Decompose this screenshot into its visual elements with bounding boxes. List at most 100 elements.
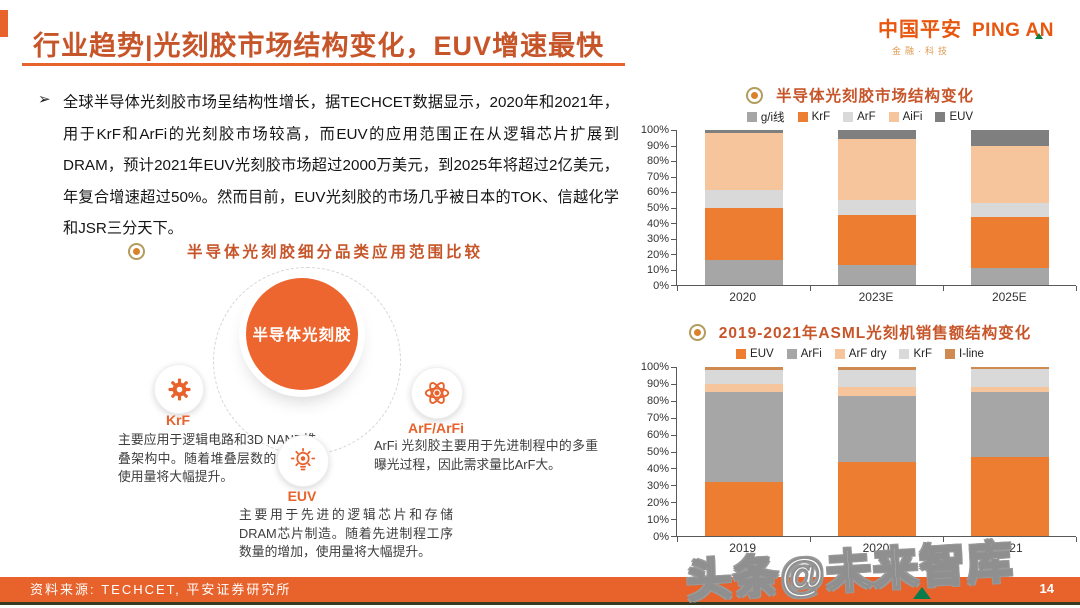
bar-segment <box>837 215 916 265</box>
bar-segment <box>837 367 916 371</box>
chart-title: 2019-2021年ASML光刻机销售额结构变化 <box>718 325 1032 342</box>
plot-frame <box>671 130 1077 291</box>
bar-segment <box>704 370 783 384</box>
x-axis-labels: 2020 2023E 2025E <box>676 290 1076 304</box>
chart-legend: g/i线 KrF ArF AiFi EUV <box>640 109 1080 124</box>
y-axis-tick-label: 50% <box>646 202 669 214</box>
chart-plot-area: 0% 10% 20% 30% 40% 50% 60% 70% 80% 90% 100% <box>641 124 1077 292</box>
bar-segment <box>704 130 783 134</box>
x-axis-tick <box>809 537 811 542</box>
chart-title: 半导体光刻胶市场结构变化 <box>775 88 974 105</box>
legend-swatch <box>797 111 808 122</box>
y-axis-tick <box>671 285 676 286</box>
bar-segment <box>837 139 916 200</box>
bar-segment <box>970 392 1049 457</box>
chart-asml-sales-structure: 2019-2021年ASML光刻机销售额结构变化 EUV ArFi ArF dry K… <box>640 321 1080 555</box>
bar-segment <box>837 461 916 536</box>
y-axis-tick <box>671 176 676 178</box>
legend-item: AiFi <box>888 110 923 123</box>
bullseye-icon <box>128 242 145 260</box>
legend-swatch <box>786 348 797 359</box>
title-accent-bar <box>0 10 8 37</box>
y-axis: 0% 10% 20% 30% 40% 50% 60% 70% 80% 90% 100% <box>640 124 676 292</box>
legend-label: KrF <box>811 110 831 123</box>
pingan-logo-en-text: PING AN <box>972 20 1054 41</box>
y-axis-tick-label: 80% <box>646 395 669 407</box>
legend-swatch <box>834 348 845 359</box>
krf-label: KrF <box>165 412 191 428</box>
legend-item: ArF <box>843 111 876 123</box>
y-axis-tick <box>671 130 676 131</box>
bar-segment <box>970 145 1049 203</box>
y-axis-tick-label: 0% <box>653 280 669 292</box>
x-axis-tick <box>1076 537 1077 542</box>
y-axis-tick <box>671 519 676 521</box>
y-axis-tick <box>671 400 676 402</box>
chart-photoresist-market-structure: 半导体光刻胶市场结构变化 g/i线 KrF ArF AiFi EUV 0% 10% 20% 3… <box>640 84 1080 304</box>
bullseye-icon <box>688 323 706 341</box>
legend-label: I-line <box>959 347 984 360</box>
y-axis-tick <box>671 451 676 453</box>
legend-label: ArFi <box>800 347 822 360</box>
y-axis-tick-label: 30% <box>646 233 669 246</box>
y-axis-tick-label: 80% <box>646 155 669 168</box>
bar-segment <box>704 190 783 208</box>
pingan-logo-subtitle: 金融·科技 <box>892 46 951 56</box>
x-axis-tick <box>809 286 811 291</box>
x-axis-label: 2020 <box>862 541 890 555</box>
legend-label: AiFi <box>902 110 923 123</box>
legend-item: EUV <box>736 348 774 360</box>
legend-item: I-line <box>945 348 984 360</box>
x-axis-tick <box>677 286 678 291</box>
x-axis-labels: 2019 2020 2021 <box>676 541 1076 555</box>
y-axis-tick <box>671 238 676 240</box>
legend-swatch <box>736 348 747 359</box>
chart-legend: EUV ArFi ArF dry KrF I-line <box>640 346 1080 361</box>
bar-segment <box>704 481 783 536</box>
chart-header: 半导体光刻胶市场结构变化 <box>640 84 1080 106</box>
y-axis-tick-label: 50% <box>646 446 669 458</box>
y-axis-tick-label: 100% <box>640 124 669 136</box>
y-axis-tick-label: 70% <box>646 412 669 424</box>
y-axis-tick-label: 10% <box>646 514 669 526</box>
y-axis-tick-label: 40% <box>646 463 669 475</box>
bar-segment <box>970 368 1049 388</box>
y-axis: 0% 10% 20% 30% 40% 50% 60% 70% 80% 90% 100% <box>640 361 676 543</box>
y-axis-tick-label: 70% <box>646 170 669 183</box>
y-axis-tick-label: 30% <box>646 480 669 492</box>
source-text: 资料来源: TECHCET, 平安证券研究所 <box>30 582 292 597</box>
y-axis-tick-label: 60% <box>646 186 669 199</box>
y-axis-tick-label: 60% <box>646 429 669 441</box>
bullet-arrow-icon: ➢ <box>38 91 51 108</box>
title-underline <box>22 63 625 66</box>
atom-icon-svg <box>424 382 450 404</box>
bar-segment <box>970 387 1049 393</box>
bullseye-icon <box>745 86 763 104</box>
y-axis-tick <box>671 383 676 385</box>
bar-segment <box>837 264 916 285</box>
x-axis-label: 2019 <box>729 541 756 555</box>
y-axis-tick <box>671 417 676 419</box>
legend-label: KrF <box>913 347 933 360</box>
pingan-logo: 中国平安 PING AN 金融·科技 <box>878 13 1068 57</box>
arf-label: ArF/ArFi <box>408 420 464 436</box>
bulb-icon-svg <box>290 447 316 471</box>
x-axis-tick <box>677 537 678 542</box>
legend-item: KrF <box>899 348 932 360</box>
bar-segment <box>837 395 916 462</box>
bar-segment <box>704 260 783 285</box>
y-axis-tick <box>671 192 676 193</box>
bar-segment <box>837 370 916 388</box>
x-axis-label: 2025E <box>991 290 1027 304</box>
stacked-bar <box>704 367 783 536</box>
stacked-bar <box>704 130 783 285</box>
diagram-heading-text: 半导体光刻胶细分品类应用范围比较 <box>187 244 484 261</box>
diagram-center-circle: 半导体光刻胶 <box>246 278 358 390</box>
krf-description: 主要应用于逻辑电路和3D NAND堆叠架构中。随着堆叠层数的增加，使用量将大幅提… <box>118 432 316 485</box>
x-axis-label: 2020 <box>729 290 756 304</box>
legend-swatch <box>945 348 956 359</box>
bar-segment <box>704 367 783 371</box>
footer-bar: 资料来源: TECHCET, 平安证券研究所 <box>0 577 1080 605</box>
y-axis-tick-label: 10% <box>646 264 669 277</box>
